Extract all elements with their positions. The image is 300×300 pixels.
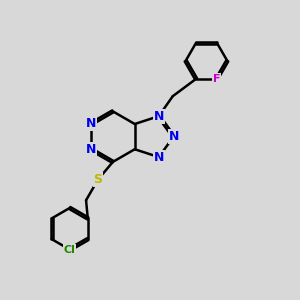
Text: N: N: [86, 143, 96, 156]
Text: N: N: [154, 151, 164, 164]
Text: N: N: [154, 110, 164, 123]
Text: F: F: [213, 74, 220, 84]
Text: N: N: [86, 118, 96, 130]
Text: Cl: Cl: [64, 244, 76, 255]
Text: N: N: [168, 130, 179, 143]
Text: S: S: [93, 173, 102, 186]
